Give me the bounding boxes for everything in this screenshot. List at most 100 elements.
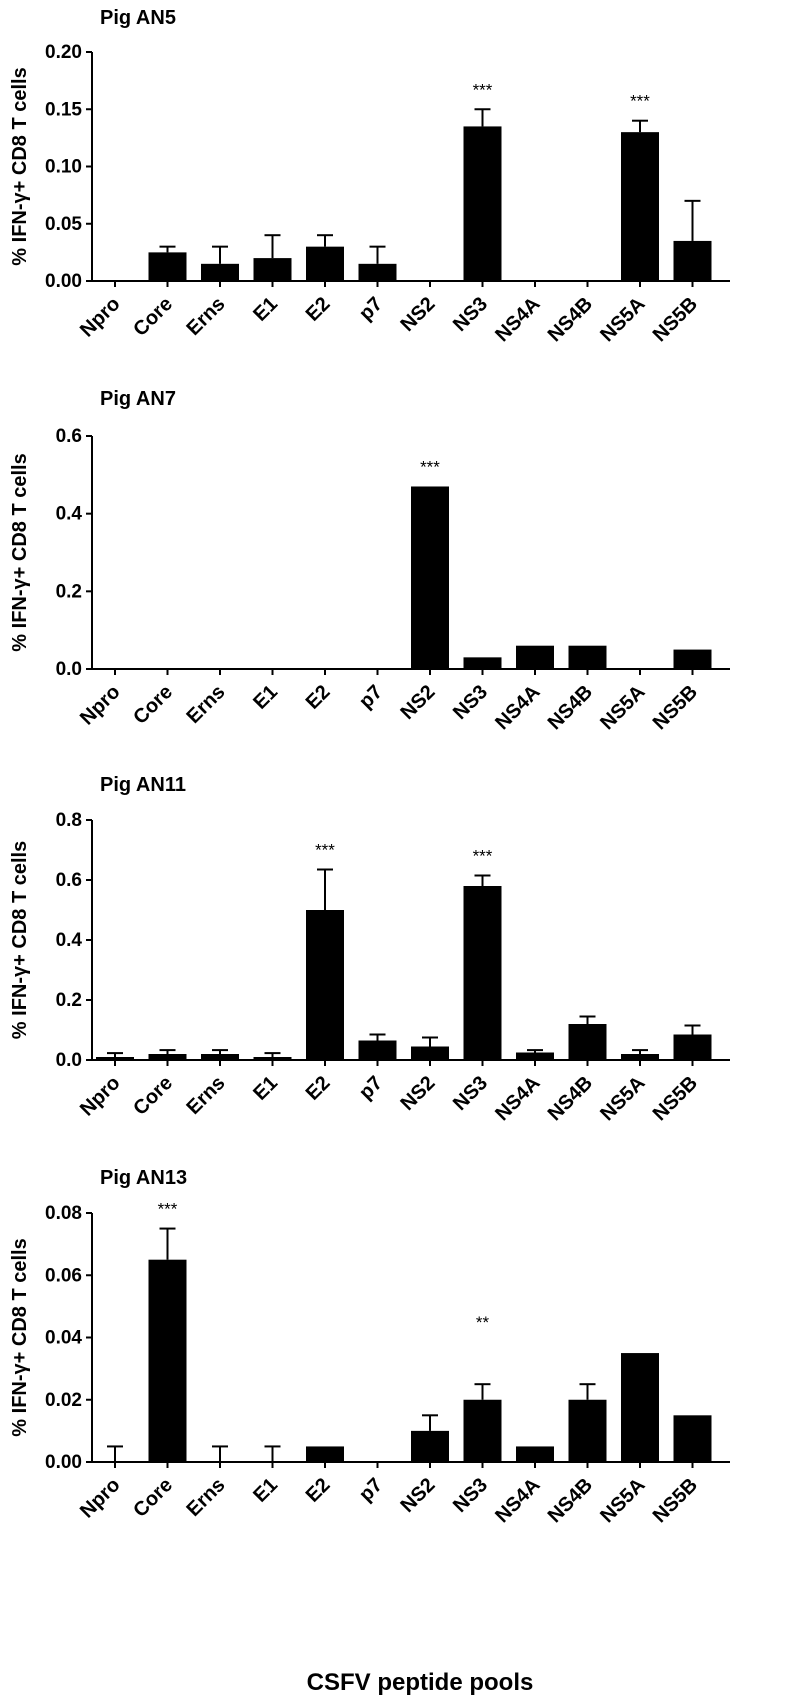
y-tick-label: 0.06 [45, 1265, 82, 1286]
bar [463, 657, 502, 669]
x-tick-label: NS2 [396, 1474, 439, 1517]
y-tick-label: 0.20 [45, 42, 82, 63]
panel-title: Pig AN7 [100, 388, 176, 410]
x-tick-label: NS3 [449, 293, 492, 336]
bar [568, 645, 607, 669]
bar [516, 645, 554, 669]
x-axis-label: CSFV peptide pools [307, 1669, 534, 1696]
bar [673, 1415, 712, 1462]
x-tick-label: Core [129, 681, 177, 729]
x-tick-label: NS5B [649, 1474, 702, 1527]
bar [621, 1353, 659, 1462]
x-tick-label: NS5B [649, 681, 702, 734]
x-tick-label: Core [129, 293, 177, 341]
x-tick-label: NS2 [396, 681, 439, 724]
x-tick-label: NS5B [649, 1072, 702, 1125]
x-tick-label: NS4A [491, 1072, 544, 1125]
bar [96, 1057, 134, 1060]
x-tick-label: Npro [76, 293, 125, 342]
chart-panel: Pig AN5 % IFN-γ+ CD8 T cells 0.00 0.05 0.10 0… [9, 7, 730, 346]
y-tick-label: 0.6 [56, 870, 82, 891]
x-tick-label: p7 [355, 1072, 387, 1104]
x-tick-label: NS4B [544, 293, 597, 346]
x-tick-label: Npro [76, 1072, 125, 1121]
bar [306, 910, 344, 1060]
y-axis-label: % IFN-γ+ CD8 T cells [9, 67, 31, 265]
bar [201, 1054, 239, 1060]
bar [621, 132, 659, 281]
bar [673, 1034, 712, 1060]
significance-marker: *** [158, 1200, 178, 1219]
x-tick-label: Npro [76, 681, 125, 730]
bar [568, 1024, 607, 1060]
y-tick-label: 0.2 [56, 990, 82, 1011]
x-tick-label: NS5A [596, 1072, 649, 1125]
y-tick-label: 0.4 [56, 930, 83, 951]
y-tick-label: 0.2 [56, 581, 82, 602]
x-tick-label: NS3 [449, 681, 492, 724]
bar [148, 1054, 187, 1060]
x-tick-label: NS5A [596, 293, 649, 346]
significance-marker: *** [420, 457, 440, 476]
y-tick-label: 0.04 [45, 1328, 82, 1349]
x-tick-label: NS2 [396, 1072, 439, 1115]
x-tick-label: NS4A [491, 1474, 544, 1527]
bar [411, 1046, 449, 1060]
x-tick-label: p7 [355, 1474, 387, 1506]
bar [463, 886, 502, 1060]
bar [568, 1399, 607, 1462]
x-tick-label: E2 [302, 1474, 335, 1507]
bar [463, 126, 502, 281]
x-tick-label: E1 [249, 1474, 282, 1507]
x-tick-label: Core [129, 1474, 177, 1522]
significance-marker: *** [473, 80, 493, 99]
panel-title: Pig AN11 [100, 774, 186, 796]
chart-panel: Pig AN11 % IFN-γ+ CD8 T cells 0.0 0.2 0.4 0.6… [9, 774, 730, 1125]
bar [516, 1052, 554, 1060]
y-tick-label: 0.08 [45, 1203, 82, 1224]
y-tick-label: 0.05 [45, 214, 82, 235]
x-tick-label: NS5A [596, 681, 649, 734]
bar [673, 649, 712, 669]
y-tick-label: 0.6 [56, 426, 82, 447]
x-tick-label: Erns [183, 1072, 230, 1119]
bar [516, 1446, 554, 1462]
y-tick-label: 0.02 [45, 1390, 82, 1411]
bar [253, 258, 292, 281]
x-tick-label: NS2 [396, 293, 439, 336]
y-tick-label: 0.0 [56, 659, 82, 680]
y-axis-label: % IFN-γ+ CD8 T cells [9, 453, 31, 651]
x-tick-label: NS3 [449, 1474, 492, 1517]
chart-panel: Pig AN13 % IFN-γ+ CD8 T cells 0.00 0.02 0.04… [9, 1167, 730, 1527]
x-tick-label: E2 [302, 1072, 335, 1105]
bar [411, 1430, 449, 1462]
bar [253, 1057, 292, 1060]
y-tick-label: 0.0 [56, 1050, 82, 1071]
x-tick-label: Core [129, 1072, 177, 1120]
x-tick-label: NS4B [544, 1474, 597, 1527]
bar [306, 1446, 344, 1462]
bar [148, 252, 187, 281]
x-tick-label: Erns [183, 293, 230, 340]
y-tick-label: 0.15 [45, 99, 82, 120]
bar [411, 486, 449, 669]
x-tick-label: Erns [183, 1474, 230, 1521]
significance-marker: ** [476, 1313, 490, 1332]
x-tick-label: NS5B [649, 293, 702, 346]
x-tick-label: E1 [249, 293, 282, 326]
x-tick-label: p7 [355, 293, 387, 325]
x-tick-label: E2 [302, 681, 335, 714]
panel-title: Pig AN13 [100, 1167, 187, 1189]
bar [358, 1040, 397, 1060]
x-tick-label: E1 [249, 681, 282, 714]
bar [621, 1054, 659, 1060]
x-tick-label: E2 [302, 293, 335, 326]
y-tick-label: 0.00 [45, 271, 82, 292]
panel-title: Pig AN5 [100, 7, 176, 29]
significance-marker: *** [315, 841, 335, 860]
bar [201, 263, 239, 281]
bar [463, 1399, 502, 1462]
y-tick-label: 0.10 [45, 157, 82, 178]
x-tick-label: NS4B [544, 681, 597, 734]
